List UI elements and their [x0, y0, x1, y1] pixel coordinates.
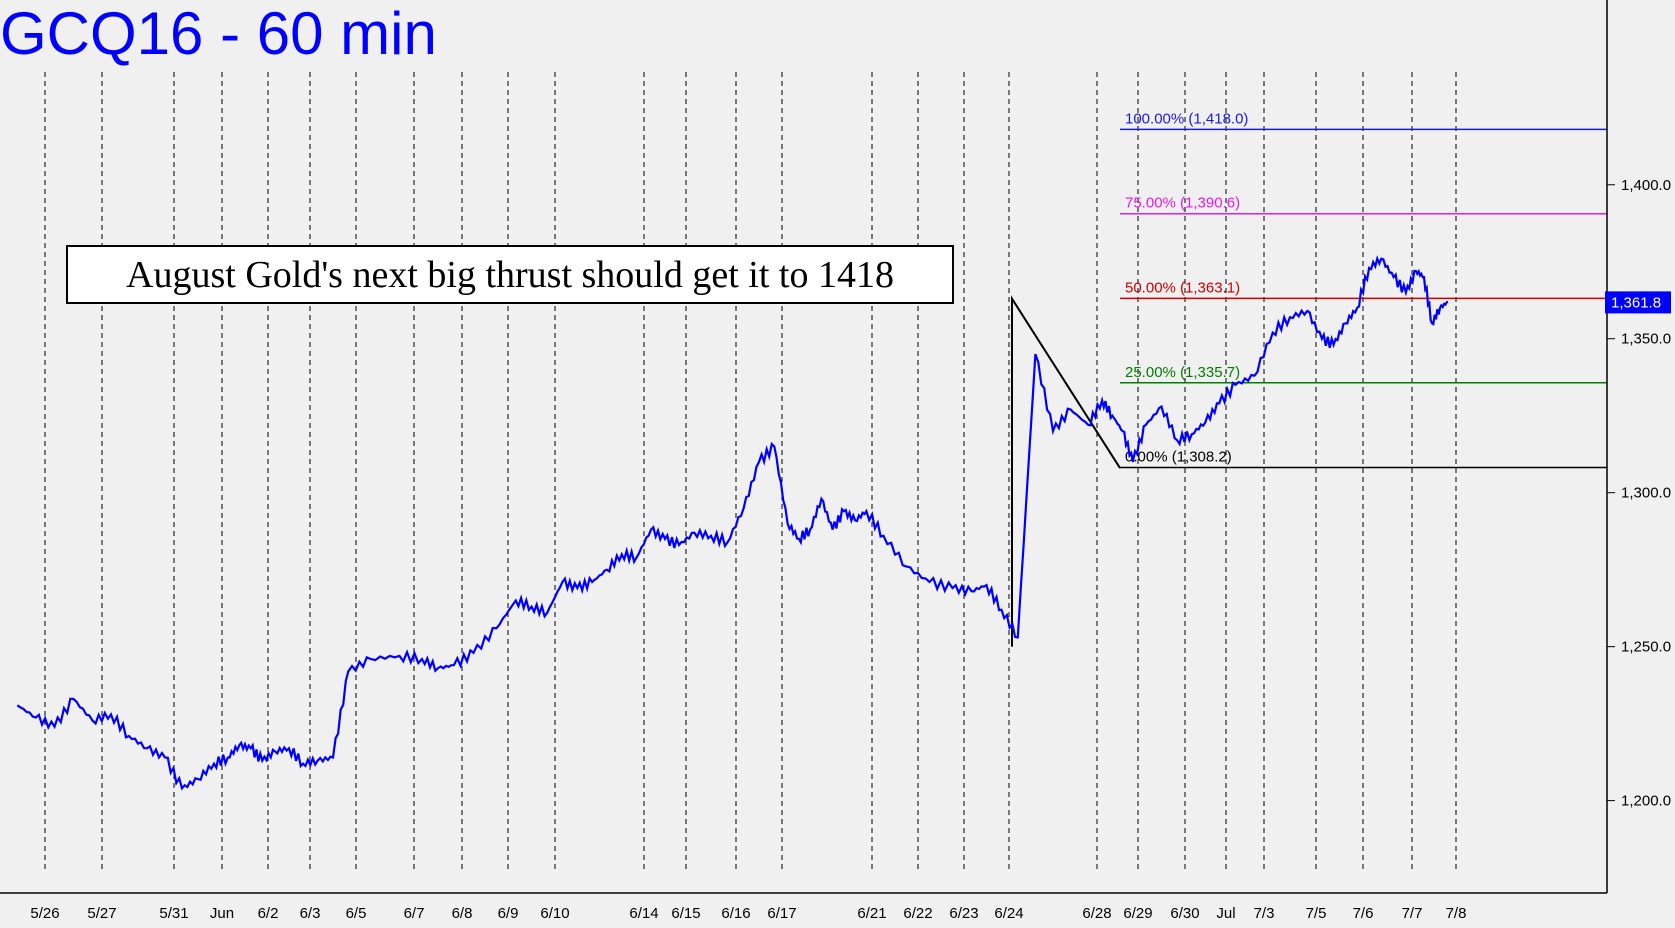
x-tick-label: 6/22 — [903, 905, 932, 922]
x-tick-label: 5/27 — [87, 905, 116, 922]
last-price-badge — [1605, 291, 1671, 314]
x-tick-label: 7/7 — [1402, 905, 1423, 922]
annotation-box: August Gold's next big thrust should get… — [66, 245, 954, 304]
x-tick-label: 6/3 — [300, 905, 321, 922]
x-tick-label: 5/31 — [159, 905, 188, 922]
x-tick-label: 6/24 — [994, 905, 1023, 922]
y-tick-label: 1,250.0 — [1621, 639, 1671, 656]
annotation-text: August Gold's next big thrust should get… — [126, 254, 894, 296]
last-price-label: 1,361.8 — [1611, 294, 1661, 311]
x-tick-label: 6/9 — [498, 905, 519, 922]
fibonacci-levels: 100.00% (1,418.0) 75.00% (1,390.6) 50.00% … — [1120, 110, 1607, 469]
x-tick-label: Jun — [210, 905, 234, 922]
x-tick-label: 6/15 — [671, 905, 700, 922]
fib-level-label: 100.00% (1,418.0) — [1125, 110, 1248, 127]
fib-level-label: 75.00% (1,390.6) — [1125, 195, 1240, 212]
fib-level-label: 25.00% (1,335.7) — [1125, 364, 1240, 381]
x-tick-label: 7/8 — [1446, 905, 1467, 922]
y-tick-label: 1,200.0 — [1621, 793, 1671, 810]
x-tick-label: 6/8 — [452, 905, 473, 922]
x-tick-label: 7/5 — [1306, 905, 1327, 922]
x-tick-label: 6/21 — [857, 905, 886, 922]
fib-level-label: 50.00% (1,363.1) — [1125, 279, 1240, 296]
x-tick-label: 6/30 — [1170, 905, 1199, 922]
y-tick-label: 1,400.0 — [1621, 177, 1671, 194]
fib-level-label: 0.00% (1,308.2) — [1125, 448, 1232, 465]
x-tick-label: 6/29 — [1123, 905, 1152, 922]
price-series — [16, 255, 1449, 791]
x-tick-label: 6/17 — [767, 905, 796, 922]
price-line — [16, 255, 1449, 791]
x-tick-label: 6/28 — [1082, 905, 1111, 922]
y-tick-label: 1,350.0 — [1621, 331, 1671, 348]
x-tick-label: 5/26 — [30, 905, 59, 922]
y-tick-label: 1,300.0 — [1621, 485, 1671, 502]
x-tick-label: 6/2 — [258, 905, 279, 922]
x-tick-label: 6/7 — [404, 905, 425, 922]
x-tick-label: 6/10 — [540, 905, 569, 922]
x-tick-label: 6/23 — [949, 905, 978, 922]
swing-line — [1011, 295, 1121, 647]
x-tick-label: 6/16 — [721, 905, 750, 922]
chart-title: GCQ16 - 60 min — [0, 0, 437, 67]
x-tick-label: 6/5 — [346, 905, 367, 922]
x-tick-label: 7/6 — [1353, 905, 1374, 922]
vertical-gridlines — [44, 72, 1457, 873]
x-tick-label: Jul — [1216, 905, 1235, 922]
x-tick-label: 6/14 — [629, 905, 658, 922]
x-tick-label: 7/3 — [1254, 905, 1275, 922]
swing-lines — [1011, 295, 1121, 647]
